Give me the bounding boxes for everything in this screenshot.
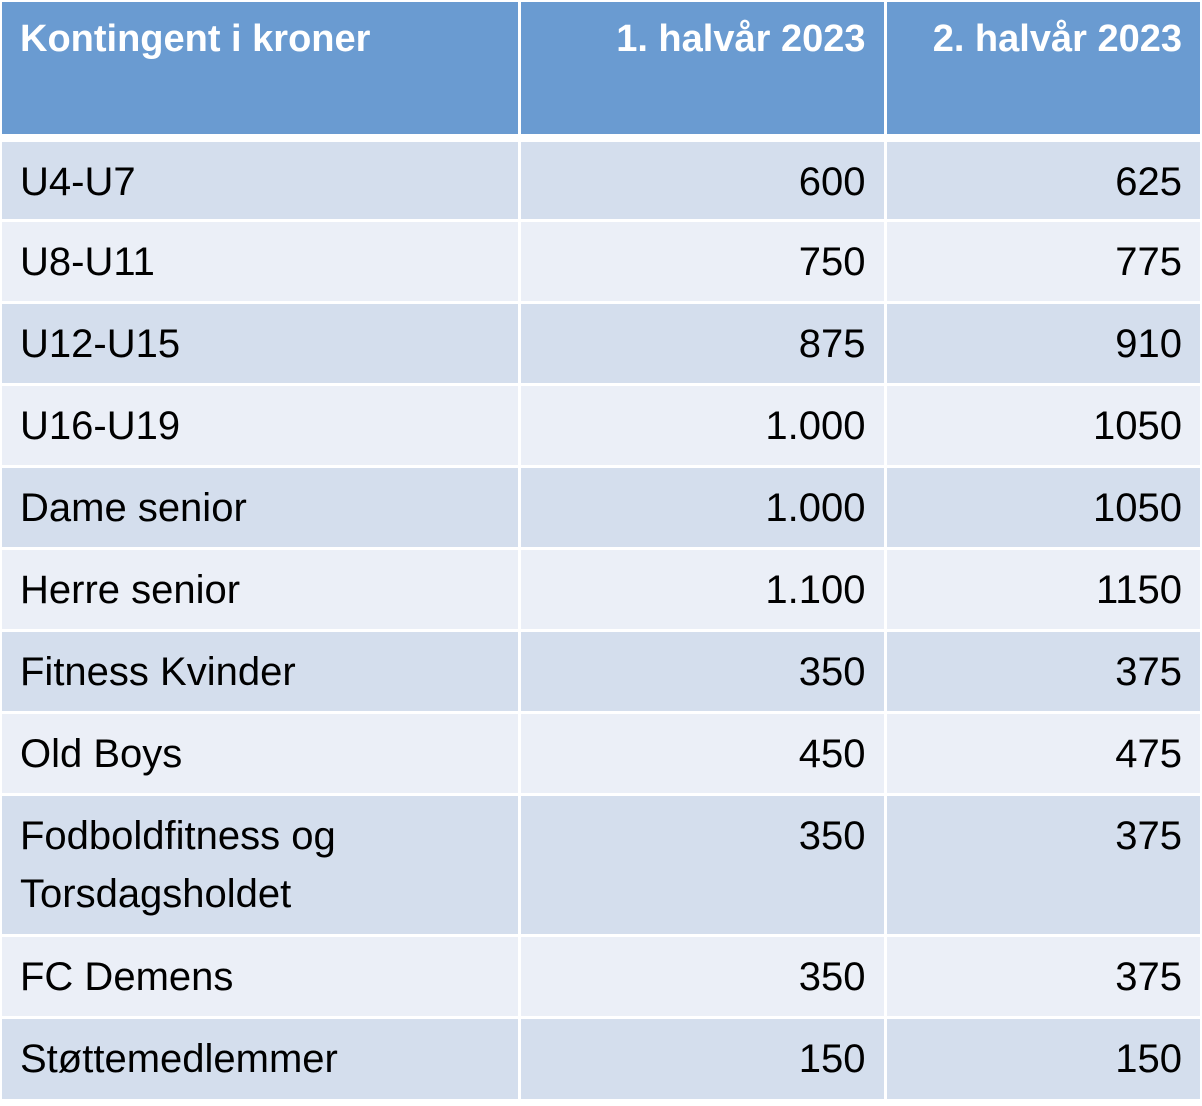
table-row: U4-U7 600 625 [2, 138, 1200, 220]
header-row: Kontingent i kroner 1. halvår 2023 2. ha… [2, 2, 1200, 142]
row-label: Old Boys [2, 710, 519, 794]
first-half-fee: 1.000 [517, 464, 885, 548]
second-half-fee: 475 [883, 710, 1200, 794]
first-half-fee: 350 [517, 628, 885, 712]
first-half-fee: 1.000 [517, 382, 885, 466]
second-half-fee: 775 [883, 218, 1200, 302]
row-label: U4-U7 [2, 138, 519, 220]
table-row: U8-U11 750 775 [2, 218, 1200, 302]
first-half-fee: 750 [517, 218, 885, 302]
row-label: Støttemedlemmer [2, 1015, 519, 1099]
header-first-half-2023: 1. halvår 2023 [517, 2, 885, 142]
second-half-fee: 375 [883, 628, 1200, 712]
first-half-fee: 1.100 [517, 546, 885, 630]
table-row: U12-U15 875 910 [2, 300, 1200, 384]
second-half-fee: 910 [883, 300, 1200, 384]
table-row: U16-U19 1.000 1050 [2, 382, 1200, 466]
first-half-fee: 450 [517, 710, 885, 794]
header-second-half-2023: 2. halvår 2023 [883, 2, 1200, 142]
table-row: Fitness Kvinder 350 375 [2, 628, 1200, 712]
table-row: FC Demens 350 375 [2, 933, 1200, 1017]
row-label: Fodboldfitness og Torsdagsholdet [2, 792, 519, 935]
row-label: FC Demens [2, 933, 519, 1017]
row-label: U12-U15 [2, 300, 519, 384]
table-row: Fodboldfitness og Torsdagsholdet 350 375 [2, 792, 1200, 935]
row-label: Dame senior [2, 464, 519, 548]
table-row: Old Boys 450 475 [2, 710, 1200, 794]
row-label: Herre senior [2, 546, 519, 630]
header-category: Kontingent i kroner [2, 2, 519, 142]
table-row: Herre senior 1.100 1150 [2, 546, 1200, 630]
second-half-fee: 1050 [883, 382, 1200, 466]
table-row: Støttemedlemmer 150 150 [2, 1015, 1200, 1099]
second-half-fee: 150 [883, 1015, 1200, 1099]
second-half-fee: 1150 [883, 546, 1200, 630]
first-half-fee: 350 [517, 933, 885, 1017]
first-half-fee: 350 [517, 792, 885, 935]
row-label: Fitness Kvinder [2, 628, 519, 712]
row-label-line: Torsdagsholdet [20, 871, 292, 916]
second-half-fee: 625 [883, 138, 1200, 220]
table-row: Dame senior 1.000 1050 [2, 464, 1200, 548]
second-half-fee: 375 [883, 792, 1200, 935]
first-half-fee: 875 [517, 300, 885, 384]
first-half-fee: 600 [517, 138, 885, 220]
row-label-line: Fodboldfitness og [20, 813, 336, 858]
second-half-fee: 1050 [883, 464, 1200, 548]
row-label: U16-U19 [2, 382, 519, 466]
row-label: U8-U11 [2, 218, 519, 302]
second-half-fee: 375 [883, 933, 1200, 1017]
first-half-fee: 150 [517, 1015, 885, 1099]
